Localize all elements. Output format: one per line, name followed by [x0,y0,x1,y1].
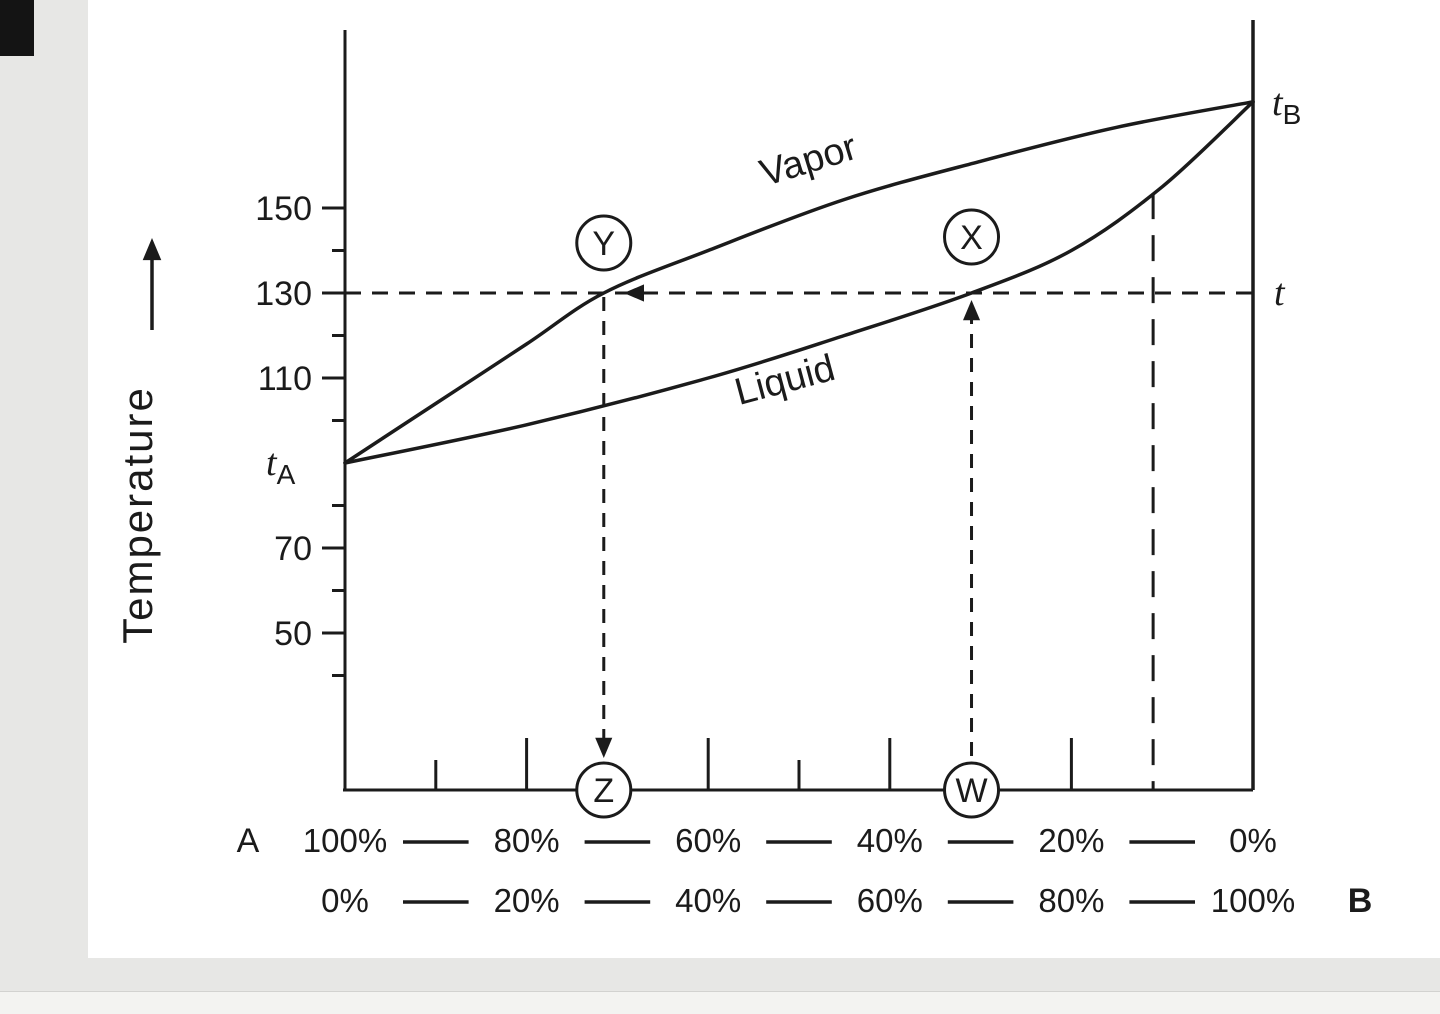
t-B-label: tB [1272,82,1301,130]
percent-b-label: 60% [857,882,923,919]
point-X-marker [943,208,1001,266]
percent-b-label: 80% [1038,882,1104,919]
point-Y-marker [575,214,633,272]
down-arrow [595,737,613,758]
vapor-curve [343,100,1255,465]
figure-panel [88,0,1440,958]
up-arrow [963,300,981,321]
percent-a-label: 80% [494,822,560,859]
y-tick-label: 150 [255,190,312,228]
point-Z-marker [575,761,633,819]
y-axis-arrow-head [142,238,162,261]
percent-a-label: 20% [1038,822,1104,859]
percent-a-label: 40% [857,822,923,859]
liquid-curve [343,100,1255,465]
percent-b-label: 40% [675,882,741,919]
point-Y-label: Y [592,225,615,263]
y-tick-label: 50 [274,615,312,653]
y-tick-label: 130 [255,275,312,313]
liquid-label: Liquid [730,347,839,414]
point-Z-label: Z [593,772,614,810]
point-W-label: W [955,772,987,810]
y-tick-label: 110 [258,360,312,398]
tie-line-arrow-left [623,284,644,302]
point-W-marker [943,761,1001,819]
t-label: t [1274,272,1286,314]
vapor-label: Vapor [755,126,862,195]
percent-a-label: 0% [1229,822,1277,859]
component-b-label: B [1348,882,1373,920]
y-axis-title: Temperature [114,386,161,644]
percent-b-label: 20% [494,882,560,919]
top-left-corner-block [0,0,34,56]
bottom-strip [0,991,1440,1014]
y-tick-label: 70 [274,530,312,568]
percent-b-label: 100% [1211,882,1295,919]
t-A-label: tA [266,442,296,490]
percent-a-label: 100% [303,822,387,859]
percent-a-label: 60% [675,822,741,859]
component-a-label: A [237,822,260,860]
percent-b-label: 0% [321,882,369,919]
point-X-label: X [960,219,983,257]
